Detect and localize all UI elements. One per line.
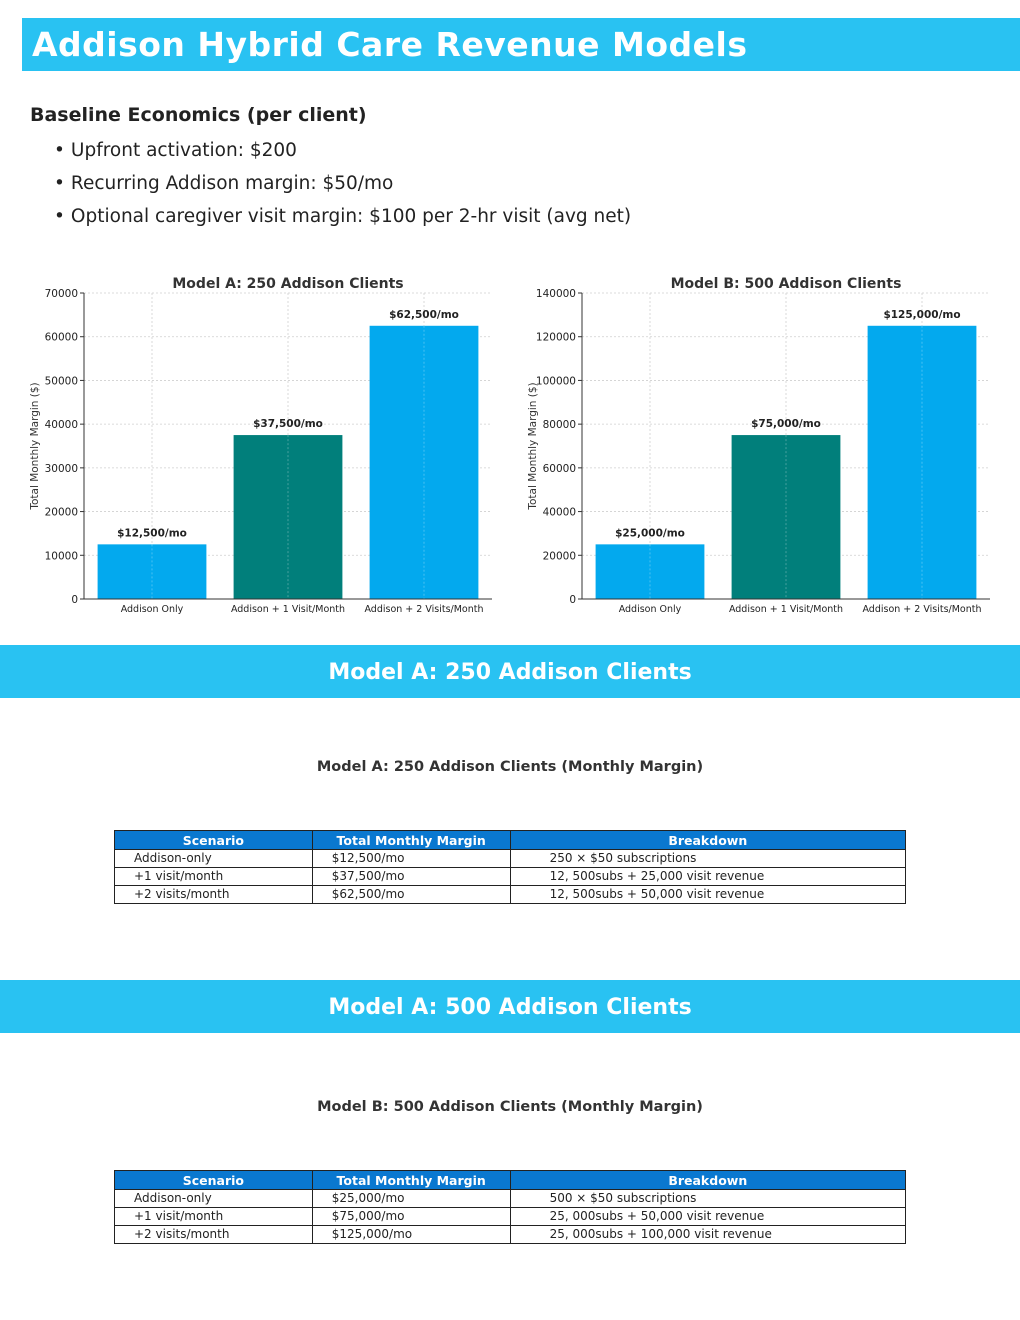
y-tick-label: 50000 [45, 375, 78, 387]
cell-breakdown: 25, 000subs + 100,000 visit revenue [509, 1225, 907, 1244]
bar-3 [867, 325, 977, 599]
chart-model-b-svg: Model B: 500 Addison Clients Total Monthl… [527, 276, 990, 615]
data-label: $62,500/mo [389, 309, 459, 321]
cell-scenario: +2 visits/month [114, 1225, 313, 1244]
y-tick-label: 120000 [536, 332, 576, 344]
header-total-margin: Total Monthly Margin [311, 830, 511, 850]
table-row: +1 visit/month $75,000/mo 25, 000subs + … [114, 1207, 907, 1226]
cell-scenario: +1 visit/month [114, 1207, 313, 1226]
table-row: Addison-only $12,500/mo 250 × $50 subscr… [114, 849, 907, 868]
y-tick-label: 0 [569, 594, 576, 606]
table-row: +2 visits/month $125,000/mo 25, 000subs … [114, 1225, 907, 1244]
cell-scenario: +1 visit/month [114, 867, 313, 886]
baseline-heading: Baseline Economics (per client) [30, 104, 367, 126]
bullet-recurring-margin: Recurring Addison margin: $50/mo [54, 167, 631, 200]
table-header-row: Scenario Total Monthly Margin Breakdown [114, 830, 907, 850]
data-label: $25,000/mo [615, 527, 685, 539]
y-tick-label: 40000 [543, 507, 576, 519]
y-tick-label: 80000 [543, 419, 576, 431]
data-label: $75,000/mo [751, 418, 821, 430]
bullet-visit-margin: Optional caregiver visit margin: $100 pe… [54, 200, 631, 233]
y-tick-label: 20000 [45, 507, 78, 519]
y-tick-label: 10000 [45, 550, 78, 562]
bar-2 [233, 435, 343, 599]
data-label: $37,500/mo [253, 418, 323, 430]
x-tick-label: Addison Only [121, 604, 184, 615]
y-tick-label: 30000 [45, 463, 78, 475]
x-tick-label: Addison + 2 Visits/Month [364, 604, 483, 615]
chart-title: Model A: 250 Addison Clients [172, 276, 403, 292]
table-row: +2 visits/month $62,500/mo 12, 500subs +… [114, 885, 907, 904]
section-banner-model-b: Model A: 500 Addison Clients [0, 980, 1020, 1033]
page-title: Addison Hybrid Care Revenue Models [22, 18, 1020, 71]
y-axis-label: Total Monthly Margin ($) [29, 382, 41, 510]
header-scenario: Scenario [114, 830, 313, 850]
y-tick-label: 60000 [543, 463, 576, 475]
chart-model-b: Model B: 500 Addison Clients Total Monthl… [520, 268, 998, 627]
cell-total-margin: $75,000/mo [311, 1207, 511, 1226]
header-scenario: Scenario [114, 1170, 313, 1190]
cell-total-margin: $125,000/mo [311, 1225, 511, 1244]
chart-model-a-svg: Model A: 250 Addison Clients Total Monthl… [29, 276, 492, 615]
y-axis-label: Total Monthly Margin ($) [527, 382, 539, 510]
bar-1 [97, 544, 207, 599]
y-tick-label: 40000 [45, 419, 78, 431]
header-total-margin: Total Monthly Margin [311, 1170, 511, 1190]
x-tick-label: Addison Only [619, 604, 682, 615]
bar-1 [595, 544, 705, 599]
table-row: Addison-only $25,000/mo 500 × $50 subscr… [114, 1189, 907, 1208]
x-tick-label: Addison + 1 Visit/Month [729, 604, 843, 615]
data-label: $12,500/mo [117, 527, 187, 539]
cell-breakdown: 12, 500subs + 50,000 visit revenue [509, 885, 907, 904]
table-model-b: Scenario Total Monthly Margin Breakdown … [114, 1170, 907, 1244]
bar-2 [731, 435, 841, 599]
data-label: $125,000/mo [883, 309, 960, 321]
table-header-row: Scenario Total Monthly Margin Breakdown [114, 1170, 907, 1190]
table-row: +1 visit/month $37,500/mo 12, 500subs + … [114, 867, 907, 886]
y-tick-label: 70000 [45, 288, 78, 300]
cell-breakdown: 250 × $50 subscriptions [509, 849, 907, 868]
table-model-a: Scenario Total Monthly Margin Breakdown … [114, 830, 907, 904]
section-banner-model-a: Model A: 250 Addison Clients [0, 645, 1020, 698]
cell-total-margin: $25,000/mo [311, 1189, 511, 1208]
cell-scenario: Addison-only [114, 1189, 313, 1208]
baseline-economics: Baseline Economics (per client) Upfront … [30, 104, 631, 233]
x-tick-label: Addison + 2 Visits/Month [862, 604, 981, 615]
cell-breakdown: 25, 000subs + 50,000 visit revenue [509, 1207, 907, 1226]
cell-scenario: Addison-only [114, 849, 313, 868]
y-tick-label: 20000 [543, 550, 576, 562]
bullet-activation: Upfront activation: $200 [54, 134, 631, 167]
chart-model-a: Model A: 250 Addison Clients Total Monthl… [22, 268, 500, 627]
y-tick-label: 100000 [536, 375, 576, 387]
y-tick-label: 140000 [536, 288, 576, 300]
y-tick-label: 60000 [45, 332, 78, 344]
cell-breakdown: 500 × $50 subscriptions [509, 1189, 907, 1208]
bar-3 [369, 325, 479, 599]
cell-total-margin: $37,500/mo [311, 867, 511, 886]
table-title-model-b: Model B: 500 Addison Clients (Monthly Ma… [317, 1099, 703, 1115]
header-breakdown: Breakdown [509, 1170, 907, 1190]
chart-title: Model B: 500 Addison Clients [671, 276, 902, 292]
cell-scenario: +2 visits/month [114, 885, 313, 904]
cell-breakdown: 12, 500subs + 25,000 visit revenue [509, 867, 907, 886]
y-tick-label: 0 [71, 594, 78, 606]
table-title-model-a: Model A: 250 Addison Clients (Monthly Ma… [316, 759, 704, 775]
x-tick-label: Addison + 1 Visit/Month [231, 604, 345, 615]
baseline-list: Upfront activation: $200 Recurring Addis… [30, 134, 631, 233]
header-breakdown: Breakdown [509, 830, 907, 850]
cell-total-margin: $12,500/mo [311, 849, 511, 868]
cell-total-margin: $62,500/mo [311, 885, 511, 904]
